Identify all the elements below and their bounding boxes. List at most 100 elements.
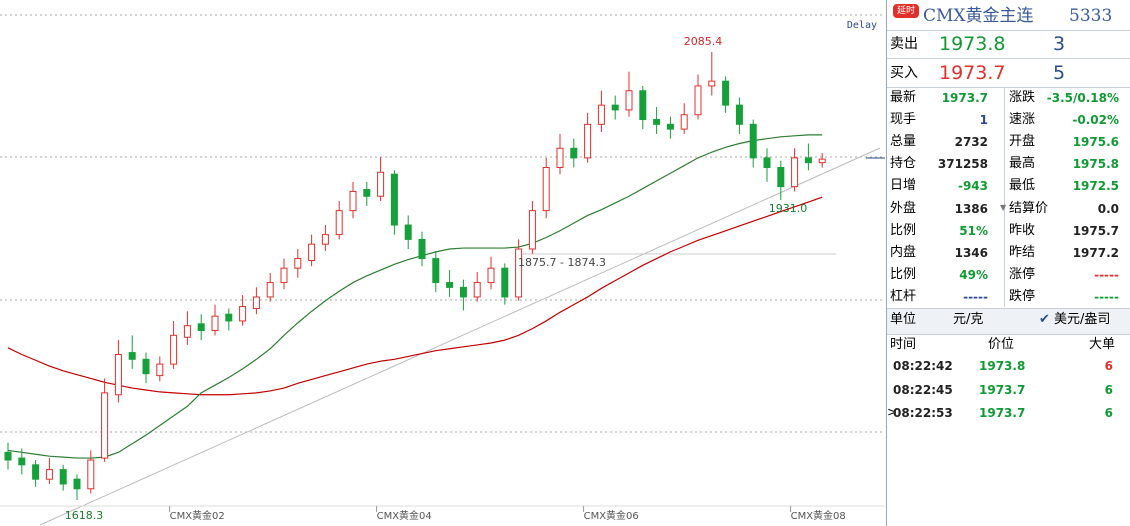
candle-body — [804, 157, 812, 164]
stat-label: 持仓 — [890, 156, 917, 172]
stat-label: 日增 — [890, 178, 917, 194]
candle-body — [183, 325, 191, 338]
annotation: 1931.0 — [769, 202, 808, 215]
candle-body — [611, 104, 619, 111]
annotation: 2085.4 — [684, 35, 723, 48]
stat-label: 结算价 — [1009, 200, 1049, 216]
stat-value: -3.5/0.18% — [1046, 91, 1119, 105]
candle-body — [18, 457, 26, 466]
stat-label: 涨停 — [1009, 266, 1036, 282]
candle-body — [349, 190, 357, 212]
stat-value: 1977.2 — [1072, 245, 1119, 260]
candle-body — [87, 459, 95, 490]
candle-body — [487, 267, 495, 284]
stat-label: 内盘 — [890, 244, 917, 260]
tick-time: 08:22:53 — [893, 406, 953, 420]
candle-body — [556, 147, 564, 168]
unit-option: 元/克 — [953, 312, 984, 327]
stat-label: 杠杆 — [890, 288, 917, 304]
check-icon: ✔ — [1039, 312, 1050, 327]
candle-body — [114, 354, 122, 396]
moving-average — [7, 196, 823, 396]
annotation: 1875.7 - 1874.3 — [518, 256, 606, 269]
candle-body — [459, 286, 467, 298]
candle-body — [625, 90, 633, 111]
stat-label: 最低 — [1009, 178, 1036, 194]
tick-header: 大单 — [1089, 337, 1116, 352]
candle-body — [294, 258, 302, 269]
x-tick-label: CMX黄金06 — [584, 509, 639, 522]
tick-header: 时间 — [890, 337, 917, 352]
candle-body — [597, 104, 605, 125]
x-tick-label: CMX黄金08 — [791, 509, 846, 522]
stat-value: 1346 — [954, 245, 988, 260]
candle-body — [791, 157, 799, 188]
candle-body — [749, 123, 757, 159]
divider — [1004, 87, 1005, 307]
plot: CMX黄金02 CMX黄金04 CMX黄金06 CMX黄金08 — [4, 52, 846, 522]
tick-volume: 6 — [1104, 406, 1113, 420]
candle-body — [390, 173, 398, 226]
stat-label: 开盘 — [1009, 134, 1036, 150]
cursor-icon: > — [887, 405, 898, 419]
candle-body — [722, 80, 730, 106]
delay-badge: 延时 — [893, 4, 919, 18]
candle-body — [432, 258, 440, 284]
candle-body — [446, 282, 454, 288]
stat-label: 外盘 — [890, 200, 917, 216]
tick-volume: 6 — [1104, 382, 1113, 397]
stat-value: 49% — [959, 267, 988, 282]
delay-label: Delay — [847, 20, 877, 31]
quote-volume: 5 — [1053, 62, 1066, 84]
candle-body — [280, 267, 288, 284]
quote-label: 卖出 — [890, 36, 918, 52]
tick-header: 价位 — [988, 337, 1015, 352]
stat-label: 最高 — [1009, 156, 1036, 172]
quote-price: 1973.8 — [939, 33, 1006, 55]
stat-label: 昨收 — [1009, 222, 1036, 238]
trend-line — [39, 147, 881, 526]
unit-label: 单位 — [890, 312, 917, 327]
candle-body — [128, 352, 136, 360]
stat-value: ----- — [1094, 267, 1119, 282]
candle-body — [473, 282, 481, 298]
stat-label: 比例 — [890, 266, 917, 282]
stat-value: 1975.6 — [1072, 135, 1119, 150]
candle-body — [515, 248, 523, 298]
candle-body — [570, 147, 578, 159]
candle-body — [377, 171, 385, 197]
stat-value: 1972.5 — [1072, 179, 1119, 194]
candle-body — [101, 392, 109, 459]
stat-value: 371258 — [937, 157, 988, 172]
stat-label: 速涨 — [1009, 112, 1036, 128]
candle-body — [680, 114, 688, 130]
candle-body — [584, 123, 592, 159]
tick-volume: 6 — [1104, 359, 1113, 373]
candle-body — [4, 451, 12, 461]
quote-price: 1973.7 — [939, 62, 1006, 84]
stat-value: -0.02% — [1072, 113, 1119, 128]
candle-body — [542, 166, 550, 212]
tick-price: 1973.8 — [979, 359, 1026, 373]
candle-body — [653, 119, 661, 125]
candle-body — [528, 210, 536, 250]
stat-value: 1386 — [954, 201, 988, 216]
candle-body — [418, 238, 426, 260]
candle-body — [763, 157, 771, 168]
stat-value: 2732 — [954, 135, 988, 150]
candle-body — [735, 104, 743, 125]
stat-value: 1975.7 — [1072, 223, 1119, 238]
stat-value: ----- — [963, 289, 988, 304]
candle-body — [252, 296, 260, 309]
candle-body — [239, 306, 247, 322]
candle-body — [404, 224, 412, 240]
candle-body — [170, 334, 178, 365]
chart: CMX黄金02 CMX黄金04 CMX黄金06 CMX黄金08 Delay 2085.… — [0, 0, 886, 526]
candle-body — [666, 123, 674, 130]
stat-label: 比例 — [890, 222, 917, 238]
chart-bg — [0, 0, 886, 526]
x-tick-label: CMX黄金04 — [377, 509, 432, 522]
stat-value: 1973.7 — [941, 91, 988, 105]
quote-panel: 延时 CMX黄金主连 5333 ✔ ▼ > 卖出 1973.8 3 买入 1973.7 5… — [886, 0, 1130, 526]
candle-body — [777, 166, 785, 188]
